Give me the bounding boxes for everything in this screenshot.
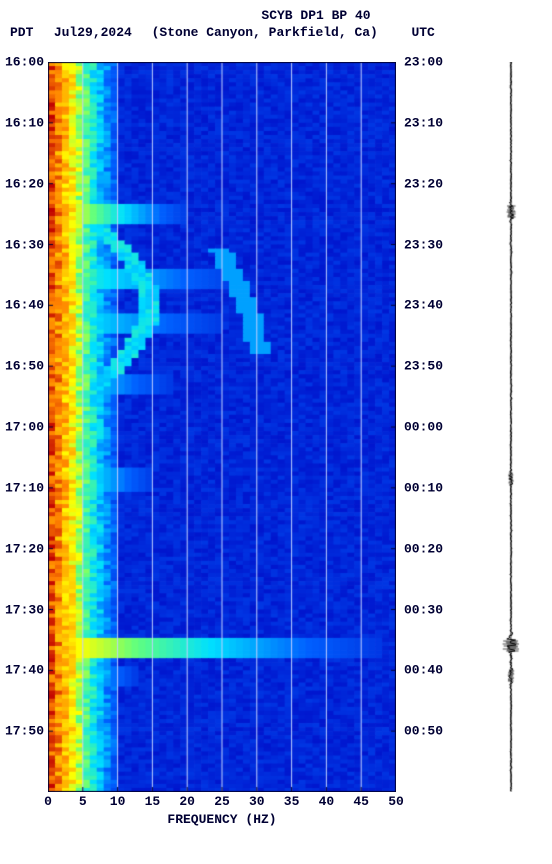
location-label: (Stone Canyon, Parkfield, Ca) [152,25,384,40]
spectrogram-canvas [48,62,396,792]
x-tick: 15 [145,794,161,809]
y-right-tick: 23:10 [404,115,443,130]
y-right-tick: 00:10 [404,480,443,495]
y-left-tick: 17:50 [5,724,44,739]
y-right-tick: 00:20 [404,541,443,556]
y-right-tick: 23:50 [404,359,443,374]
y-left-tick: 16:00 [5,55,44,70]
y-left-tick: 16:30 [5,237,44,252]
y-left-tick: 17:00 [5,420,44,435]
x-tick: 5 [79,794,87,809]
y-right-tick: 00:40 [404,663,443,678]
y-left-tick: 17:40 [5,663,44,678]
x-tick: 0 [44,794,52,809]
x-tick: 25 [214,794,230,809]
y-axis-right: 23:0023:1023:2023:3023:4023:5000:0000:10… [400,62,450,792]
y-axis-left: 16:0016:1016:2016:3016:4016:5017:0017:10… [2,62,46,792]
y-right-tick: 00:50 [404,724,443,739]
y-left-tick: 17:20 [5,541,44,556]
y-left-tick: 16:50 [5,359,44,374]
x-tick: 50 [388,794,404,809]
spectrogram-panel [48,62,396,792]
x-axis: 05101520253035404550 [48,794,396,810]
x-tick: 20 [179,794,195,809]
y-left-tick: 17:10 [5,480,44,495]
x-tick: 40 [319,794,335,809]
root: SCYB DP1 BP 40 PDT Jul29,2024 (Stone Can… [0,0,552,864]
tz-left-label: PDT [10,25,46,40]
y-left-tick: 16:40 [5,298,44,313]
station-line: SCYB DP1 BP 40 [80,8,552,23]
y-right-tick: 23:30 [404,237,443,252]
x-tick: 10 [110,794,126,809]
x-tick: 30 [249,794,265,809]
x-tick: 35 [284,794,300,809]
y-right-tick: 23:00 [404,55,443,70]
x-axis-label: FREQUENCY (HZ) [48,812,396,827]
y-left-tick: 16:20 [5,176,44,191]
y-right-tick: 00:30 [404,602,443,617]
chart-header: SCYB DP1 BP 40 PDT Jul29,2024 (Stone Can… [0,8,552,40]
y-left-tick: 16:10 [5,115,44,130]
y-right-tick: 00:00 [404,420,443,435]
y-right-tick: 23:20 [404,176,443,191]
seismogram-panel [498,62,524,792]
y-left-tick: 17:30 [5,602,44,617]
seismogram-canvas [498,62,524,792]
date-label: Jul29,2024 [54,25,144,40]
x-tick: 45 [353,794,369,809]
tz-right-label: UTC [411,25,451,40]
y-right-tick: 23:40 [404,298,443,313]
header-subline: PDT Jul29,2024 (Stone Canyon, Parkfield,… [10,25,552,40]
